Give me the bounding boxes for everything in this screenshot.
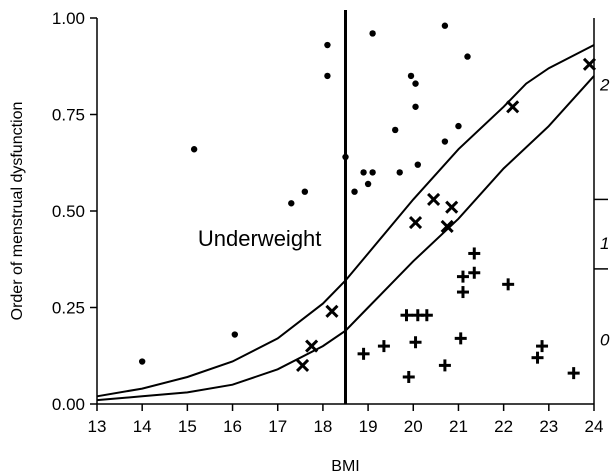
x-point xyxy=(582,57,597,71)
plus-point xyxy=(454,332,467,345)
y-tick-label: 0.25 xyxy=(52,299,85,318)
fitted-curve-1 xyxy=(96,44,595,398)
x-point xyxy=(445,200,459,214)
dot-point xyxy=(455,122,462,130)
dot-point xyxy=(360,169,367,176)
dot-point xyxy=(138,358,146,365)
y-axis-title: Order of menstrual dysfunction xyxy=(9,102,26,321)
x-stroke xyxy=(445,200,459,214)
right-axis-label: 2 xyxy=(599,76,610,95)
x-tick-label: 19 xyxy=(359,417,378,436)
x-stroke xyxy=(305,339,319,353)
y-tick-label: 0.75 xyxy=(52,106,85,125)
x-point xyxy=(408,216,423,230)
dot-point xyxy=(412,80,419,87)
x-stroke xyxy=(506,100,520,114)
x-point xyxy=(440,219,454,234)
plus-point xyxy=(502,278,515,291)
right-axis-label: 1 xyxy=(600,234,609,253)
x-tick-label: 20 xyxy=(404,417,423,436)
plus-point xyxy=(456,270,469,283)
x-tick-label: 24 xyxy=(585,417,604,436)
x-tick-label: 23 xyxy=(539,417,558,436)
dot-point xyxy=(369,169,376,176)
x-stroke xyxy=(427,192,441,206)
x-tick-label: 15 xyxy=(178,417,197,436)
plus-point xyxy=(468,266,481,279)
y-tick-label: 0.00 xyxy=(52,395,85,414)
dot-point xyxy=(407,72,415,80)
x-tick-label: 14 xyxy=(133,417,152,436)
dot-point xyxy=(414,161,421,168)
dot-point xyxy=(412,103,419,110)
dot-point xyxy=(464,53,471,60)
dot-point xyxy=(190,146,198,153)
x-point xyxy=(427,192,441,206)
dot-point xyxy=(441,22,449,29)
x-tick-label: 21 xyxy=(449,417,468,436)
x-point xyxy=(296,358,310,372)
dot-point xyxy=(351,188,358,195)
dot-point xyxy=(441,138,449,145)
x-point xyxy=(305,339,319,353)
x-stroke xyxy=(582,57,597,71)
x-tick-label: 16 xyxy=(223,417,242,436)
plus-point xyxy=(357,347,370,360)
dot-point xyxy=(324,72,331,80)
plus-point xyxy=(400,309,413,322)
plus-point xyxy=(456,286,469,299)
right-axis-label: 0 xyxy=(600,330,610,349)
dot-point xyxy=(392,126,399,134)
plus-point xyxy=(377,340,390,353)
plus-point xyxy=(438,359,451,372)
x-point xyxy=(506,100,520,114)
underweight-annotation: Underweight xyxy=(198,226,322,251)
x-axis-title: BMI xyxy=(331,458,359,475)
x-tick-label: 17 xyxy=(268,417,287,436)
plus-point xyxy=(567,367,580,380)
plus-point xyxy=(409,336,422,349)
x-tick-label: 13 xyxy=(88,417,107,436)
plus-point xyxy=(402,370,415,383)
dot-point xyxy=(324,41,331,49)
dot-point xyxy=(364,180,372,188)
x-tick-label: 18 xyxy=(313,417,332,436)
y-tick-label: 0.50 xyxy=(52,202,85,221)
dot-point xyxy=(301,188,309,195)
x-stroke xyxy=(440,219,454,234)
plus-point xyxy=(420,309,433,322)
x-tick-label: 22 xyxy=(494,417,513,436)
plus-point xyxy=(531,351,544,364)
dot-point xyxy=(396,169,403,176)
dot-point xyxy=(288,200,295,207)
y-tick-label: 1.00 xyxy=(52,9,85,28)
dot-point xyxy=(231,331,239,338)
data-points xyxy=(138,22,597,383)
x-stroke xyxy=(408,216,423,230)
plus-point xyxy=(536,340,549,353)
x-point xyxy=(325,304,339,318)
x-stroke xyxy=(296,358,310,372)
x-stroke xyxy=(325,304,339,318)
plus-point xyxy=(468,247,481,260)
dot-point xyxy=(369,30,376,37)
